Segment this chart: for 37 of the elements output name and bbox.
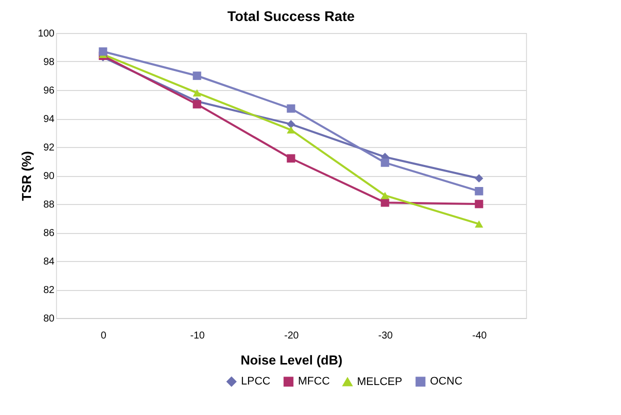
point xyxy=(474,174,484,183)
legend-label: MELCEP xyxy=(357,376,402,388)
y-tick-label: 96 xyxy=(43,86,55,96)
point xyxy=(192,100,202,108)
point xyxy=(286,154,296,163)
y-tick-label: 100 xyxy=(38,28,55,40)
point xyxy=(286,126,296,134)
y-tick-label: 88 xyxy=(43,200,55,210)
point xyxy=(192,72,202,80)
y-tick-label: 94 xyxy=(43,114,55,125)
legend-label: OCNC xyxy=(430,376,462,388)
y-tick-label: 86 xyxy=(43,228,55,239)
x-tick-label: -10 xyxy=(190,330,206,342)
y-tick-label: 92 xyxy=(43,142,55,154)
y-axis-title: TSR (%) xyxy=(18,151,34,201)
point xyxy=(474,186,484,196)
point xyxy=(286,104,296,113)
point xyxy=(192,89,202,96)
x-tick-label: -40 xyxy=(472,330,488,342)
y-tick-label: 98 xyxy=(43,57,55,68)
y-tick-label: 80 xyxy=(43,314,55,324)
point xyxy=(380,198,390,207)
point xyxy=(474,200,484,208)
point xyxy=(98,47,108,56)
y-tick-label: 82 xyxy=(43,285,55,296)
point xyxy=(380,158,390,167)
chart-title: Total Success Rate xyxy=(227,8,355,24)
x-tick-label: 0 xyxy=(100,330,107,342)
y-tick-label: 90 xyxy=(43,171,55,182)
point xyxy=(380,192,390,200)
point xyxy=(474,220,484,228)
legend-label: MFCC xyxy=(298,376,330,388)
x-axis-title: Noise Level (dB) xyxy=(240,352,342,368)
y-tick-label: 84 xyxy=(43,256,55,268)
legend-label: LPCC xyxy=(241,376,270,388)
x-tick-label: -30 xyxy=(378,330,394,342)
x-tick-label: -20 xyxy=(284,330,300,342)
